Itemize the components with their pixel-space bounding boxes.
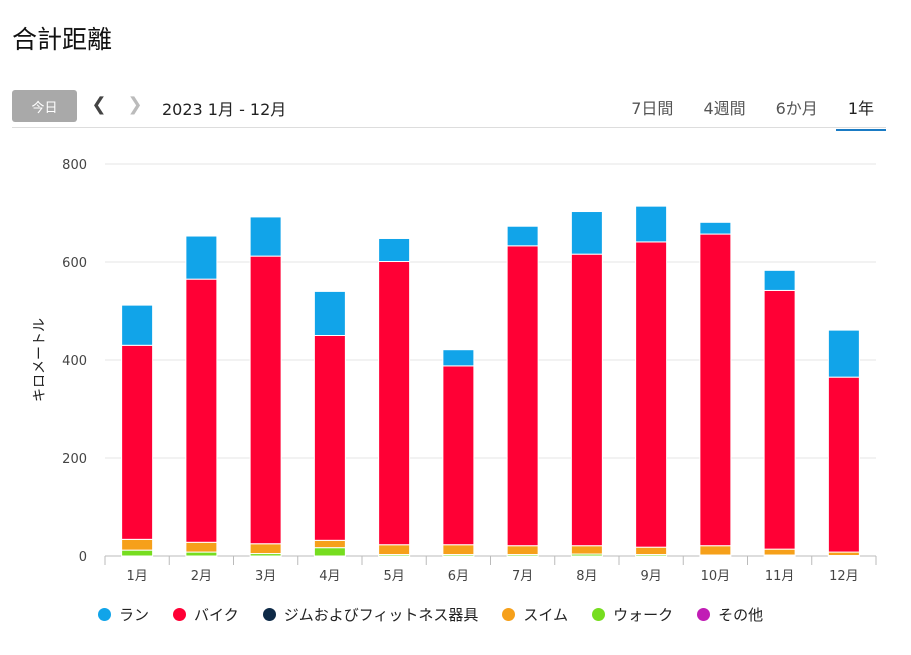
bar-segment bbox=[827, 376, 860, 553]
date-range-label: 2023 1月 - 12月 bbox=[162, 100, 287, 119]
legend-marker bbox=[697, 608, 711, 621]
bar-segment bbox=[249, 255, 282, 545]
legend-label: ラン bbox=[119, 606, 150, 624]
x-tick-label: 1月 bbox=[126, 569, 147, 584]
chevron-left-icon[interactable]: ❮ bbox=[91, 93, 107, 115]
bar-segment bbox=[699, 233, 732, 547]
bar-segment bbox=[763, 289, 796, 550]
bar-segment bbox=[378, 544, 411, 556]
bar-segment bbox=[185, 235, 218, 280]
chevron-right-icon[interactable]: ❯ bbox=[127, 93, 143, 115]
bar-segment bbox=[442, 544, 475, 556]
bar-segment bbox=[121, 304, 154, 346]
legend-item[interactable]: ラン bbox=[98, 604, 149, 625]
x-tick-label: 12月 bbox=[829, 569, 859, 584]
bar-segment bbox=[763, 548, 796, 556]
bar-segment bbox=[827, 329, 860, 378]
legend-marker bbox=[262, 608, 276, 621]
y-tick-label: 600 bbox=[62, 256, 87, 271]
legend-item[interactable]: スイム bbox=[502, 604, 568, 625]
bar-segment bbox=[570, 545, 603, 555]
x-tick-label: 3月 bbox=[255, 569, 276, 584]
bar-segment bbox=[699, 221, 732, 235]
bar-segment bbox=[635, 205, 668, 243]
bar-segment bbox=[442, 349, 475, 367]
bar-segment bbox=[313, 539, 346, 549]
x-tick-label: 6月 bbox=[448, 569, 469, 584]
stacked-bar-chart: 0 200 400 600 800 キロメートル 1月 2月 3月 4月 5月 6月 7月 8月 9月 10月… bbox=[32, 158, 877, 584]
x-tick-label: 7月 bbox=[512, 569, 533, 584]
bar-segment bbox=[185, 551, 218, 557]
bar-segment bbox=[121, 344, 154, 540]
legend-item[interactable]: その他 bbox=[697, 604, 763, 625]
bar-segment bbox=[506, 225, 539, 247]
y-tick-label: 200 bbox=[62, 452, 87, 467]
bar-segment bbox=[121, 549, 154, 557]
legend-item[interactable]: ジムおよびフィットネス器具 bbox=[262, 604, 479, 625]
tab-7-days[interactable]: 7日間 bbox=[631, 99, 674, 118]
bar-segment bbox=[121, 538, 154, 551]
header-divider bbox=[12, 127, 886, 128]
bar-segment bbox=[442, 365, 475, 546]
bar-segment bbox=[185, 541, 218, 553]
x-tick-label: 8月 bbox=[576, 569, 597, 584]
bar-segment bbox=[249, 543, 282, 555]
legend-label: ウォーク bbox=[613, 606, 674, 624]
legend-item[interactable]: ウォーク bbox=[592, 604, 673, 625]
bar-segment bbox=[249, 216, 282, 257]
bar-segment bbox=[185, 278, 218, 543]
y-axis-label: キロメートル bbox=[32, 318, 48, 402]
legend-item[interactable]: バイク bbox=[173, 604, 239, 625]
bar-segment bbox=[570, 211, 603, 255]
bar-segment bbox=[827, 551, 860, 557]
today-button[interactable]: 今日 bbox=[12, 90, 77, 122]
y-tick-label: 400 bbox=[62, 354, 87, 369]
x-tick-label: 11月 bbox=[765, 569, 795, 584]
legend-label: バイク bbox=[194, 606, 239, 624]
bar-segment bbox=[313, 547, 346, 557]
legend-label: その他 bbox=[718, 606, 764, 624]
bar-segment bbox=[506, 245, 539, 547]
bar-segment bbox=[313, 335, 346, 541]
y-tick-label: 0 bbox=[79, 550, 87, 565]
x-tick-label: 9月 bbox=[640, 569, 661, 584]
y-tick-label: 800 bbox=[62, 158, 87, 173]
bar-segment bbox=[378, 237, 411, 263]
legend-marker bbox=[173, 608, 187, 621]
bar-segment bbox=[313, 290, 346, 336]
bar-segment bbox=[699, 545, 732, 556]
x-tick-label: 2月 bbox=[191, 569, 212, 584]
legend-marker bbox=[502, 608, 516, 621]
period-tabs: 7日間 4週間 6か月 1年 bbox=[601, 92, 886, 131]
legend-marker bbox=[98, 608, 111, 621]
tab-6-months[interactable]: 6か月 bbox=[775, 99, 818, 118]
legend-marker bbox=[592, 608, 606, 621]
bar-segment bbox=[570, 253, 603, 547]
chart-legend: ラン バイク ジムおよびフィットネス器具 スイム ウォーク その他 bbox=[98, 604, 787, 625]
bar-segment bbox=[378, 261, 411, 546]
legend-label: ジムおよびフィットネス器具 bbox=[283, 606, 479, 624]
page-title: 合計距離 bbox=[12, 25, 113, 54]
bar-segment bbox=[506, 545, 539, 556]
bar-segment bbox=[763, 269, 796, 291]
bar-segment bbox=[635, 546, 668, 556]
x-tick-label: 5月 bbox=[383, 569, 404, 584]
tab-1-year[interactable]: 1年 bbox=[835, 92, 886, 131]
bar-segment bbox=[635, 241, 668, 548]
x-tick-label: 4月 bbox=[319, 569, 340, 584]
tab-4-weeks[interactable]: 4週間 bbox=[703, 99, 746, 118]
x-tick-label: 10月 bbox=[701, 569, 731, 584]
legend-label: スイム bbox=[523, 606, 569, 624]
